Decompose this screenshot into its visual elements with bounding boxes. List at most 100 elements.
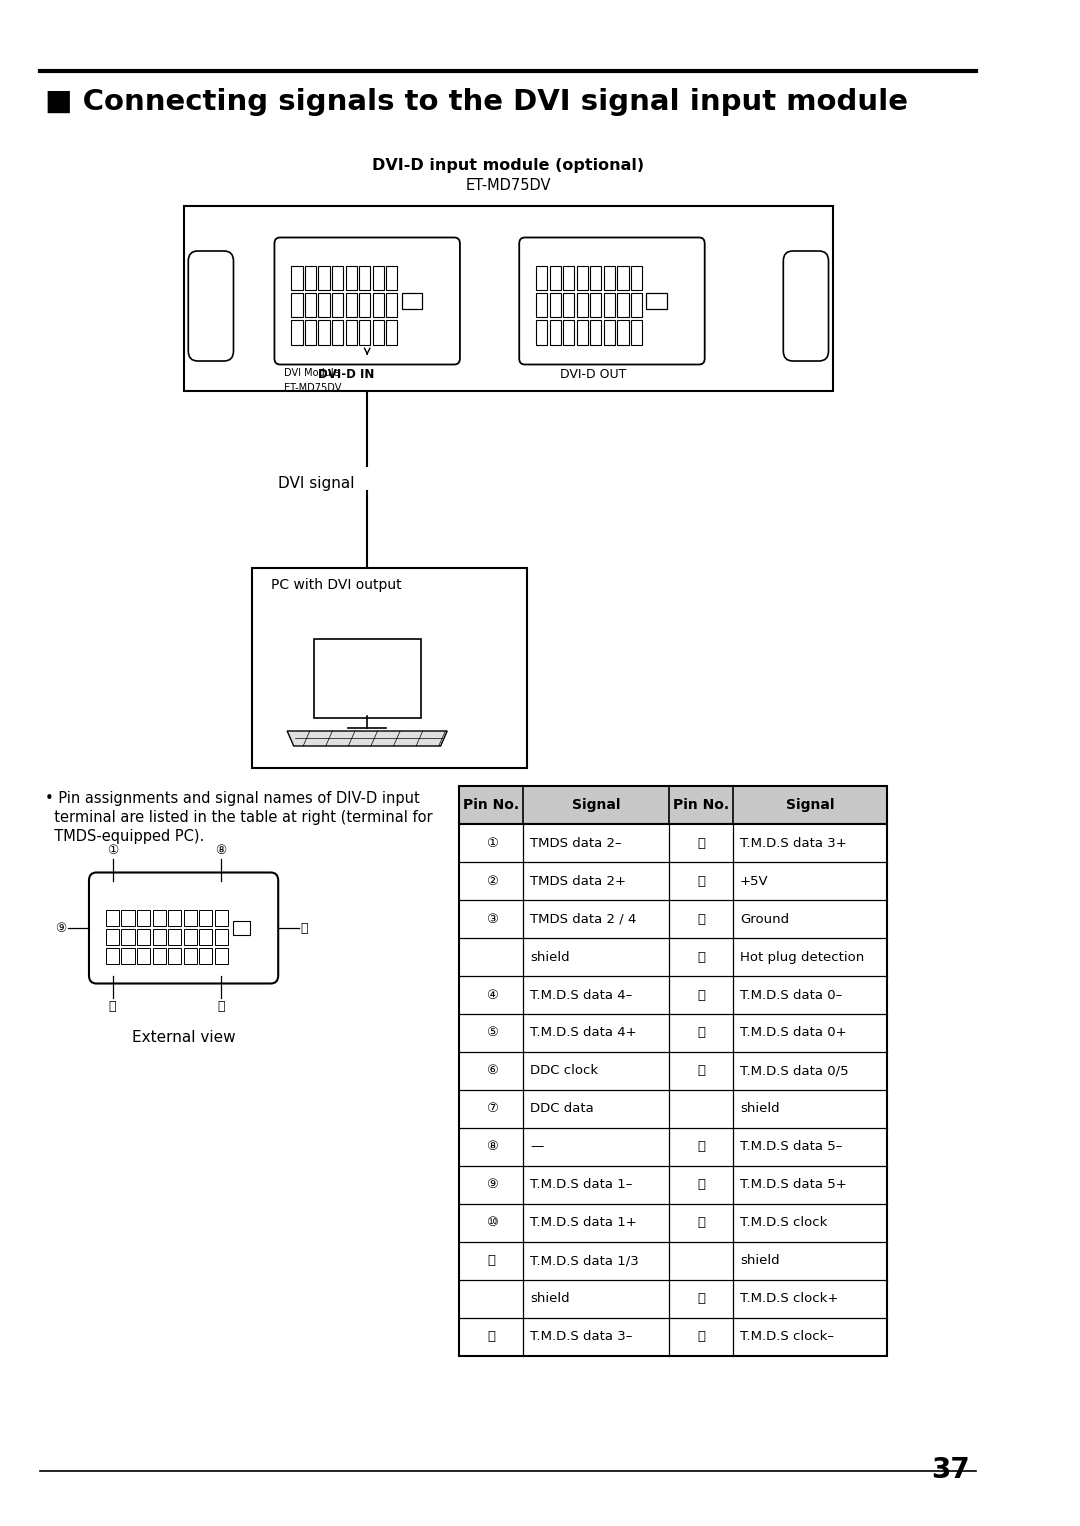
Bar xyxy=(577,267,588,290)
Text: T.M.D.S data 4–: T.M.D.S data 4– xyxy=(530,989,632,1001)
Text: ①: ① xyxy=(486,836,498,850)
Bar xyxy=(536,267,548,290)
Bar xyxy=(332,320,343,345)
Text: ⑷: ⑷ xyxy=(698,1331,705,1343)
Bar xyxy=(152,928,165,945)
Bar xyxy=(319,293,329,317)
Bar xyxy=(646,293,667,308)
Text: ⑯: ⑯ xyxy=(301,922,308,934)
Bar xyxy=(631,320,643,345)
Text: PC with DVI output: PC with DVI output xyxy=(271,578,402,592)
Bar xyxy=(387,320,397,345)
Bar xyxy=(137,928,150,945)
Bar xyxy=(305,293,316,317)
Bar xyxy=(604,267,615,290)
Bar xyxy=(459,786,887,824)
Bar xyxy=(305,267,316,290)
Bar xyxy=(564,320,575,345)
Text: Ground: Ground xyxy=(740,913,789,925)
Bar xyxy=(536,293,548,317)
Bar xyxy=(199,928,213,945)
Text: DDC data: DDC data xyxy=(530,1102,594,1116)
Text: ⑰: ⑰ xyxy=(109,1000,117,1012)
FancyBboxPatch shape xyxy=(89,873,279,983)
FancyBboxPatch shape xyxy=(783,250,828,362)
Bar xyxy=(184,909,197,925)
Text: TMDS data 2+: TMDS data 2+ xyxy=(530,874,626,888)
Text: shield: shield xyxy=(740,1254,780,1268)
Text: shield: shield xyxy=(740,1102,780,1116)
Bar xyxy=(199,948,213,963)
Text: Pin No.: Pin No. xyxy=(673,798,729,812)
Text: ⑧: ⑧ xyxy=(486,1140,498,1154)
Bar xyxy=(106,928,119,945)
Bar xyxy=(215,948,228,963)
Text: ⑲: ⑲ xyxy=(698,1065,705,1077)
Text: ⑨: ⑨ xyxy=(486,1178,498,1192)
Text: ②: ② xyxy=(486,874,498,888)
Bar xyxy=(346,267,356,290)
Bar xyxy=(550,320,561,345)
Bar xyxy=(184,206,833,391)
Bar xyxy=(591,267,602,290)
Bar xyxy=(346,293,356,317)
Bar xyxy=(292,320,302,345)
Text: T.M.D.S data 1/3: T.M.D.S data 1/3 xyxy=(530,1254,638,1268)
Bar xyxy=(373,267,383,290)
Bar xyxy=(618,293,629,317)
Bar xyxy=(459,786,887,824)
Bar xyxy=(152,909,165,925)
Text: T.M.D.S data 4+: T.M.D.S data 4+ xyxy=(530,1027,637,1039)
Text: DVI-D OUT: DVI-D OUT xyxy=(561,368,626,382)
Bar xyxy=(292,293,302,317)
Text: T.M.D.S data 0/5: T.M.D.S data 0/5 xyxy=(740,1065,849,1077)
Text: ④: ④ xyxy=(486,989,498,1001)
Bar xyxy=(215,928,228,945)
Text: ⑭: ⑭ xyxy=(698,874,705,888)
Bar xyxy=(184,948,197,963)
Text: DVI-D IN: DVI-D IN xyxy=(319,368,375,382)
Text: ⑷: ⑷ xyxy=(217,1000,225,1012)
Text: ⑵: ⑵ xyxy=(698,1216,705,1230)
Bar xyxy=(577,293,588,317)
Text: ⑴: ⑴ xyxy=(698,1178,705,1192)
Text: T.M.D.S data 3–: T.M.D.S data 3– xyxy=(530,1331,633,1343)
Bar xyxy=(137,909,150,925)
Bar xyxy=(199,909,213,925)
Text: —: — xyxy=(530,1140,543,1154)
Text: ⑳: ⑳ xyxy=(698,1140,705,1154)
Text: T.M.D.S data 0+: T.M.D.S data 0+ xyxy=(740,1027,847,1039)
Text: ET-MD75DV: ET-MD75DV xyxy=(465,179,551,192)
Text: ⑰: ⑰ xyxy=(698,989,705,1001)
Bar xyxy=(253,568,527,768)
Text: ⑧: ⑧ xyxy=(216,844,227,856)
Bar xyxy=(319,320,329,345)
Bar xyxy=(631,293,643,317)
Bar xyxy=(152,948,165,963)
Bar xyxy=(550,293,561,317)
Bar xyxy=(536,320,548,345)
Bar xyxy=(359,293,370,317)
Text: ⑤: ⑤ xyxy=(486,1027,498,1039)
Text: ■ Connecting signals to the DVI signal input module: ■ Connecting signals to the DVI signal i… xyxy=(45,89,908,116)
Text: T.M.D.S data 5+: T.M.D.S data 5+ xyxy=(740,1178,847,1192)
Bar xyxy=(121,909,135,925)
Bar xyxy=(233,922,249,935)
Bar xyxy=(402,293,422,308)
Text: Signal: Signal xyxy=(786,798,835,812)
Bar xyxy=(387,267,397,290)
Bar xyxy=(387,293,397,317)
Bar xyxy=(631,267,643,290)
Bar xyxy=(305,320,316,345)
Bar xyxy=(121,928,135,945)
Bar xyxy=(550,267,561,290)
Polygon shape xyxy=(287,731,447,746)
Bar xyxy=(591,320,602,345)
Text: T.M.D.S data 5–: T.M.D.S data 5– xyxy=(740,1140,842,1154)
Text: ③: ③ xyxy=(486,913,498,925)
Text: TMDS data 2 / 4: TMDS data 2 / 4 xyxy=(530,913,636,925)
Bar xyxy=(168,928,181,945)
Text: Pin No.: Pin No. xyxy=(463,798,519,812)
Bar xyxy=(292,267,302,290)
Bar xyxy=(591,293,602,317)
